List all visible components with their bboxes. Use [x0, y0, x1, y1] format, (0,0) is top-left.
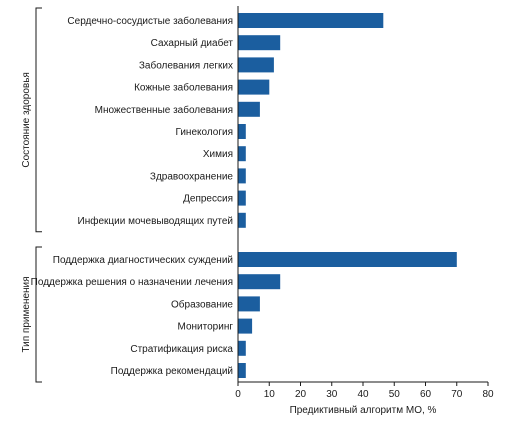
bar	[238, 340, 246, 356]
bar	[238, 79, 270, 95]
bar	[238, 57, 274, 73]
group-bracket	[35, 7, 42, 233]
group-label: Тип применения	[21, 276, 32, 352]
x-tick-label: 20	[295, 389, 307, 400]
bar	[238, 35, 281, 51]
bar	[238, 363, 246, 378]
category-label: Поддержка решения о назначении лечения	[31, 277, 233, 288]
bar	[238, 101, 260, 117]
x-tick-label: 70	[451, 389, 463, 400]
group-bracket	[35, 246, 42, 383]
group-label: Состояние здоровья	[21, 72, 32, 167]
bar	[238, 296, 260, 312]
x-tick-label: 50	[389, 389, 401, 400]
bar	[238, 146, 246, 162]
category-label: Кожные заболевания	[134, 82, 233, 94]
x-tick-label: 80	[482, 389, 494, 400]
category-label: Поддержка рекомендаций	[111, 366, 233, 377]
category-label: Образование	[171, 298, 233, 310]
category-label: Поддержка диагностических суждений	[53, 255, 233, 266]
x-tick-label: 0	[235, 389, 241, 400]
bar	[238, 318, 253, 334]
bar	[238, 168, 246, 184]
category-label: Сердечно-сосудистые заболевания	[67, 15, 233, 27]
bar	[238, 212, 246, 228]
x-tick-label: 30	[326, 389, 338, 400]
category-label: Инфекции мочевыводящих путей	[78, 215, 233, 227]
bar	[238, 274, 281, 290]
category-label: Заболевания легких	[139, 59, 233, 71]
category-label: Множественные заболевания	[95, 104, 233, 116]
x-axis-title: Предиктивный алгоритм МО, %	[290, 405, 437, 416]
category-label: Химия	[203, 149, 233, 160]
x-tick-label: 40	[357, 389, 369, 400]
bar	[238, 252, 457, 267]
x-tick-label: 10	[264, 389, 276, 400]
category-label: Стратификация риска	[130, 343, 233, 355]
bar	[238, 13, 384, 28]
category-label: Мониторинг	[178, 322, 234, 333]
category-label: Здравоохранение	[150, 171, 234, 182]
category-label: Депрессия	[183, 194, 233, 205]
category-label: Гинекология	[175, 127, 233, 138]
category-label: Сахарный диабет	[151, 37, 234, 49]
x-tick-label: 60	[420, 389, 432, 400]
bar	[238, 124, 246, 139]
bar	[238, 190, 246, 206]
